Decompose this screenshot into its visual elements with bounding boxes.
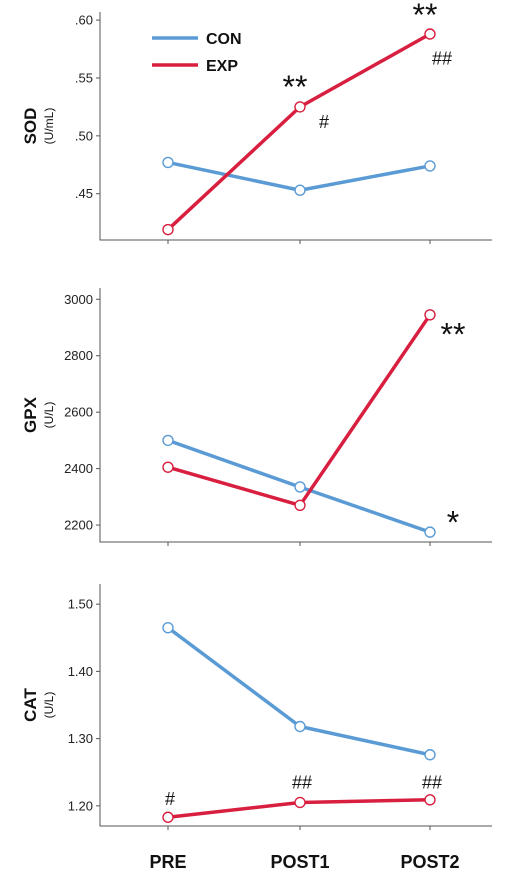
chart2-ylabel: GPX (21, 396, 40, 433)
chart1-series-exp-point (294, 101, 306, 113)
chart3-series-exp-point (294, 796, 306, 809)
chart3-series-con-point (424, 749, 436, 761)
chart3-ytick-label: 1.50 (68, 597, 93, 612)
chart2-series-exp-point (424, 309, 436, 321)
chart3-ytick-label: 1.40 (68, 664, 93, 679)
chart1-series-con-point (294, 184, 306, 196)
chart2-ytick-label: 2800 (64, 348, 93, 363)
chart3-series-con-line (166, 625, 432, 757)
chart1-series-con-point (424, 160, 436, 172)
x-category-label: PRE (149, 852, 186, 872)
chart2-series-con-point (162, 434, 174, 447)
chart3-ytick-label: 1.30 (68, 731, 93, 746)
legend-label-con: CON (206, 31, 242, 48)
chart3-annotation: # (165, 789, 175, 809)
chart1-annotation: # (319, 112, 329, 132)
chart2-yunit: (U/L) (42, 402, 56, 429)
chart1-annotation: ** (283, 69, 308, 105)
chart1-series-con-point (162, 156, 174, 169)
chart1-panel: .45 .50 .55 .60 SOD (U/mL) ** # ** ## CON EXP (21, 0, 492, 244)
chart2-series-exp-point (162, 461, 174, 473)
chart1-series-exp-point (424, 28, 436, 40)
chart3-series-con-point (294, 720, 306, 733)
chart3-series-exp-point (162, 811, 174, 823)
chart3-ylabel: CAT (21, 688, 40, 722)
chart1-axes (99, 12, 492, 241)
chart3-annotation: ## (422, 772, 442, 792)
chart2-series-con-point (294, 481, 306, 493)
chart2-ytick-label: 3000 (64, 292, 93, 307)
chart3-series-exp-point (424, 794, 436, 806)
chart1-annotation: ** (413, 0, 438, 33)
chart1-ylabel: SOD (21, 108, 40, 145)
x-category-label: POST1 (270, 852, 329, 872)
chart1-ytick-label: .55 (75, 70, 93, 85)
chart1-ytick-label: .45 (75, 186, 93, 201)
chart1-annotation: ## (432, 48, 452, 68)
chart2-axes (99, 288, 492, 543)
chart2-series-exp-line (166, 313, 432, 508)
chart2-ytick-label: 2200 (64, 518, 93, 533)
chart2-annotation: * (447, 504, 459, 540)
chart1-series-exp-point (162, 223, 174, 236)
chart2-ytick-label: 2400 (64, 461, 93, 476)
chart2-ytick-label: 2600 (64, 405, 93, 420)
chart3-annotation: ## (292, 772, 312, 792)
legend-label-exp: EXP (206, 58, 238, 75)
chart3-series-con-point (162, 621, 174, 634)
chart3-yunit: (U/L) (42, 692, 56, 719)
chart1-ytick-label: .60 (75, 13, 93, 28)
x-category-label: POST2 (400, 852, 459, 872)
chart2-series-con-point (424, 526, 436, 538)
chart1-ytick-label: .50 (75, 128, 93, 143)
chart3-axes (99, 584, 492, 827)
chart3-ytick-label: 1.20 (68, 798, 93, 813)
chart2-annotation: ** (441, 317, 466, 353)
chart2-series-exp-point (294, 499, 306, 512)
legend: CON EXP (152, 31, 242, 75)
chart1-yunit: (U/mL) (42, 108, 56, 145)
